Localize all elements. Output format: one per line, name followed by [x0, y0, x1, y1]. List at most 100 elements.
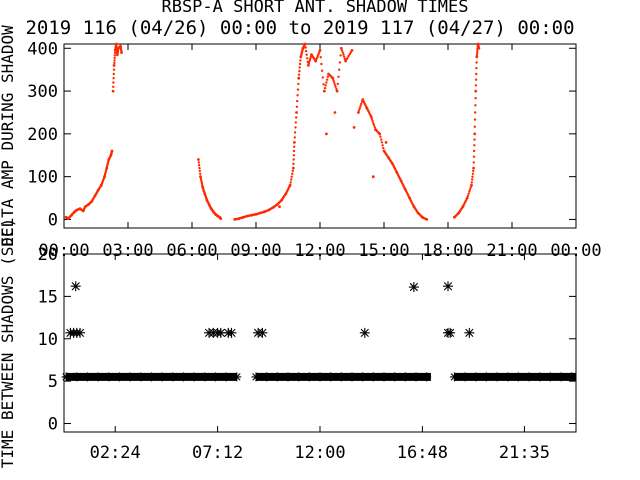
x-tick-label: 12:00 [294, 443, 345, 463]
data-point [472, 161, 475, 164]
star-marker [379, 372, 389, 382]
data-point [200, 179, 203, 182]
y-tick-label: 400 [27, 39, 58, 59]
star-marker [326, 372, 336, 382]
data-point [113, 61, 116, 65]
data-point [325, 78, 329, 81]
data-point [472, 166, 475, 170]
data-point [325, 81, 328, 84]
data-point [384, 141, 388, 144]
data-point [357, 109, 361, 112]
data-point [291, 169, 294, 173]
data-point [348, 52, 352, 56]
star-marker [178, 372, 188, 382]
data-point [293, 136, 296, 139]
x-tick-label: 15:00 [358, 241, 409, 261]
data-point [335, 87, 338, 91]
star-marker [359, 327, 370, 338]
data-point [472, 149, 476, 153]
data-point [325, 132, 328, 136]
data-point [473, 138, 476, 141]
star-marker [464, 327, 475, 338]
data-point [380, 138, 383, 141]
data-point [475, 61, 478, 64]
data-point [473, 125, 476, 128]
data-point [335, 89, 339, 93]
star-marker [125, 372, 135, 382]
star-marker [304, 372, 314, 382]
x-tick-label: 16:48 [397, 443, 448, 463]
data-point [322, 83, 325, 86]
data-point [197, 164, 201, 167]
data-point [357, 111, 360, 114]
plot-frame [63, 253, 577, 433]
data-point [371, 175, 375, 179]
star-marker [210, 372, 220, 382]
star-marker [272, 372, 282, 382]
data-point [298, 69, 301, 73]
data-point [110, 149, 114, 153]
data-point [475, 53, 479, 56]
data-point [372, 122, 375, 125]
data-point [316, 56, 319, 59]
data-point [112, 68, 116, 71]
data-point [219, 217, 223, 221]
star-marker [157, 372, 167, 382]
data-point [200, 180, 203, 184]
data-point [114, 42, 118, 46]
star-marker [545, 372, 555, 382]
star-marker [136, 372, 146, 382]
data-point [475, 67, 478, 70]
data-point [316, 54, 320, 57]
star-marker [200, 372, 210, 382]
star-marker [535, 372, 545, 382]
data-point [120, 51, 123, 54]
data-point [306, 57, 309, 60]
top-panel-delta-amp: 00:00 03:00 06:00 09:00 12:00 15:00 18:00 21:00… [0, 25, 602, 261]
y-tick-label: 0 [48, 210, 58, 230]
data-point [304, 49, 308, 53]
data-point [326, 75, 329, 79]
star-marker [481, 372, 491, 382]
data-point [199, 177, 203, 180]
data-point [294, 121, 297, 124]
data-point [471, 175, 474, 178]
data-point [317, 52, 320, 56]
data-point [293, 145, 296, 148]
star-marker [443, 281, 453, 292]
x-tick-label: 21:00 [486, 241, 537, 261]
data-point [352, 126, 356, 129]
y-tick-label: 100 [27, 168, 58, 188]
data-point [339, 46, 343, 50]
data-point [290, 175, 293, 178]
data-point [474, 84, 478, 87]
x-tick-label: 07:12 [192, 443, 243, 463]
star-marker [283, 372, 293, 382]
data-point [113, 51, 117, 55]
data-point [200, 182, 204, 185]
data-point [341, 51, 344, 54]
data-point [294, 126, 297, 129]
data-point [378, 132, 382, 136]
data-point [336, 82, 339, 86]
y-tick-label: 15 [38, 287, 58, 307]
data-point [339, 54, 342, 57]
data-point [322, 89, 326, 93]
star-marker [556, 372, 566, 382]
star-marker [336, 372, 346, 382]
star-marker [513, 372, 523, 382]
data-point [323, 87, 327, 90]
star-marker [70, 281, 81, 292]
data-point [379, 135, 382, 138]
chart-title: RBSP-A SHORT ANT. SHADOW TIMES [161, 0, 468, 17]
data-point [474, 97, 477, 100]
data-point [318, 49, 322, 52]
data-point [112, 72, 116, 76]
star-marker [390, 372, 400, 382]
data-point [342, 53, 345, 56]
data-point [295, 111, 298, 114]
data-point [291, 172, 294, 175]
data-point [292, 158, 295, 161]
data-point [198, 166, 201, 170]
star-marker [411, 372, 421, 382]
